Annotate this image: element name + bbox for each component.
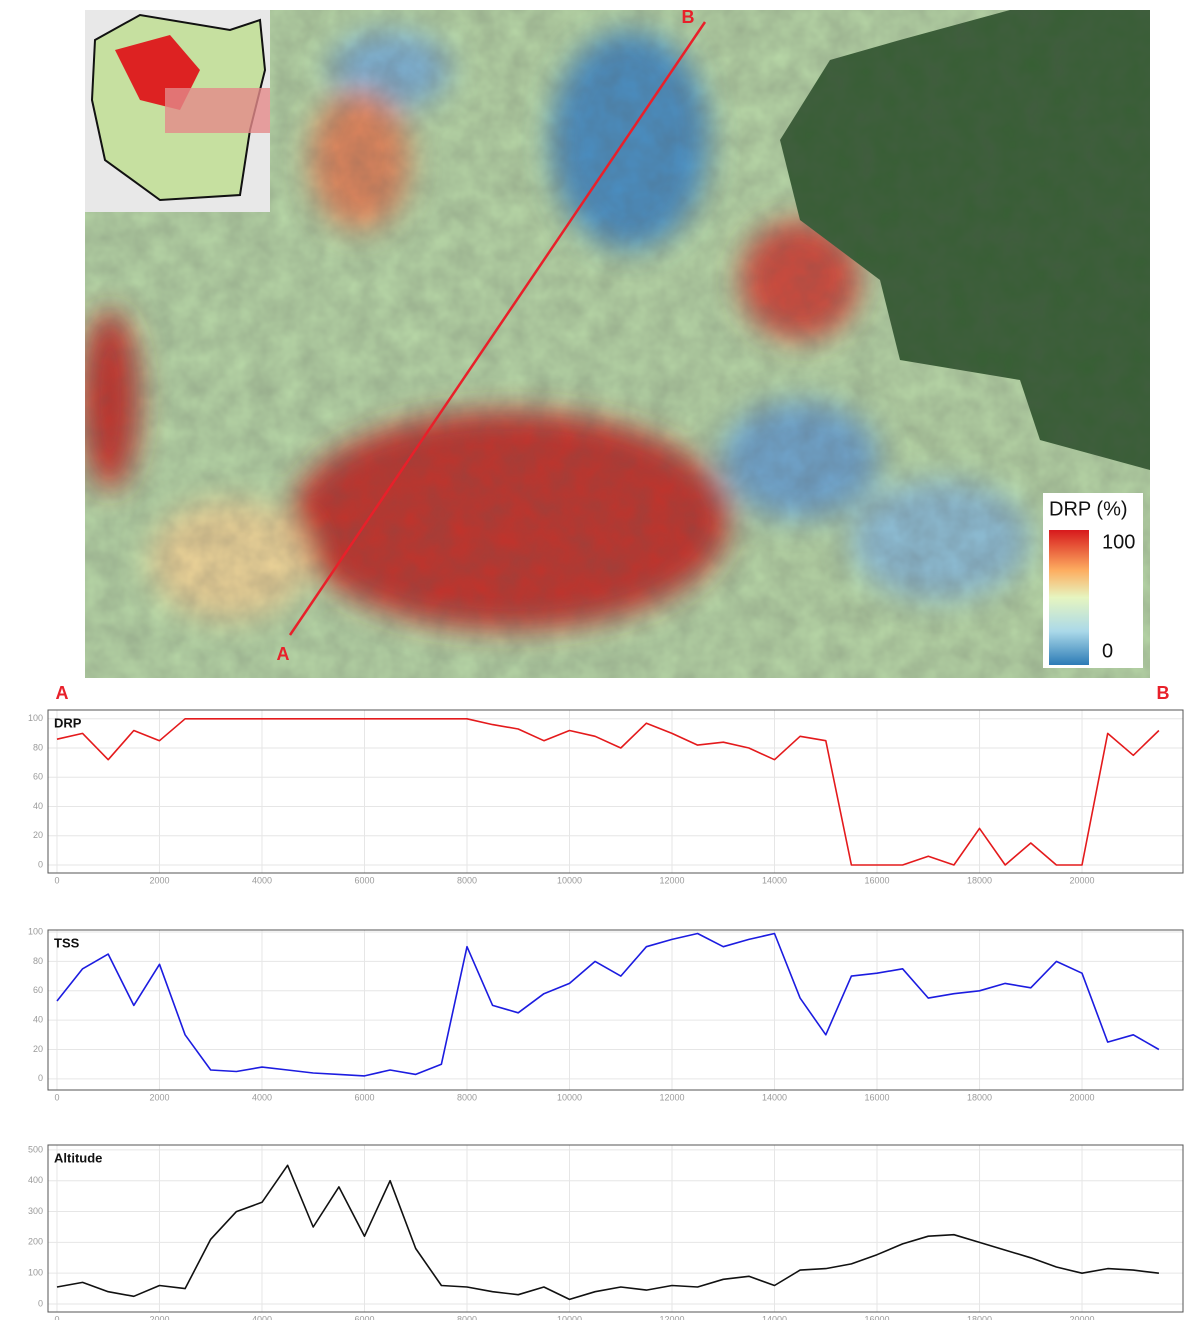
x-tick-label: 18000 bbox=[967, 1092, 992, 1102]
x-tick-label: 4000 bbox=[252, 875, 272, 885]
x-tick-label: 14000 bbox=[762, 1092, 787, 1102]
x-tick-label: 12000 bbox=[659, 875, 684, 885]
y-tick-label: 40 bbox=[33, 1015, 43, 1025]
legend-max: 100 bbox=[1102, 531, 1135, 553]
x-tick-label: 0 bbox=[54, 875, 59, 885]
x-tick-label: 12000 bbox=[659, 1092, 684, 1102]
x-tick-label: 10000 bbox=[557, 1092, 582, 1102]
x-tick-label: 10000 bbox=[557, 875, 582, 885]
legend-min: 0 bbox=[1102, 640, 1113, 662]
chart-title: DRP bbox=[54, 715, 82, 730]
plot-area bbox=[48, 930, 1183, 1090]
x-tick-label: 4000 bbox=[252, 1092, 272, 1102]
x-tick-label: 4000 bbox=[252, 1314, 272, 1320]
x-tick-label: 18000 bbox=[967, 1314, 992, 1320]
y-tick-label: 0 bbox=[38, 859, 43, 869]
x-tick-label: 20000 bbox=[1070, 1314, 1095, 1320]
chart-title: TSS bbox=[54, 935, 80, 950]
y-tick-label: 400 bbox=[28, 1175, 43, 1185]
x-tick-label: 12000 bbox=[659, 1314, 684, 1320]
profile-start: A bbox=[56, 683, 69, 703]
x-tick-label: 0 bbox=[54, 1092, 59, 1102]
plot-area bbox=[48, 1145, 1183, 1312]
x-tick-label: 10000 bbox=[557, 1314, 582, 1320]
y-tick-label: 0 bbox=[38, 1073, 43, 1083]
profile-end: B bbox=[1157, 683, 1170, 703]
x-tick-label: 0 bbox=[54, 1314, 59, 1320]
y-tick-label: 20 bbox=[33, 1044, 43, 1054]
x-tick-label: 2000 bbox=[149, 875, 169, 885]
x-tick-label: 6000 bbox=[354, 1314, 374, 1320]
x-tick-label: 8000 bbox=[457, 1314, 477, 1320]
y-tick-label: 100 bbox=[28, 713, 43, 723]
x-tick-label: 6000 bbox=[354, 875, 374, 885]
plot-area bbox=[48, 710, 1183, 873]
x-tick-label: 14000 bbox=[762, 875, 787, 885]
x-tick-label: 20000 bbox=[1070, 1092, 1095, 1102]
y-tick-label: 300 bbox=[28, 1206, 43, 1216]
x-tick-label: 16000 bbox=[865, 1092, 890, 1102]
y-tick-label: 0 bbox=[38, 1298, 43, 1308]
y-tick-label: 80 bbox=[33, 956, 43, 966]
map bbox=[80, 10, 1150, 678]
figure: A B DRP (%) 100 0 A B 020004000600080001… bbox=[0, 0, 1195, 1320]
x-tick-label: 16000 bbox=[865, 875, 890, 885]
x-tick-label: 16000 bbox=[865, 1314, 890, 1320]
x-tick-label: 18000 bbox=[967, 875, 992, 885]
x-tick-label: 8000 bbox=[457, 875, 477, 885]
x-tick-label: 14000 bbox=[762, 1314, 787, 1320]
legend-ramp bbox=[1049, 530, 1089, 665]
x-tick-label: 6000 bbox=[354, 1092, 374, 1102]
y-tick-label: 200 bbox=[28, 1237, 43, 1247]
point-a: A bbox=[277, 644, 290, 664]
y-tick-label: 60 bbox=[33, 772, 43, 782]
y-tick-label: 500 bbox=[28, 1144, 43, 1154]
y-tick-label: 80 bbox=[33, 742, 43, 752]
page: {"map": {"point_a": "A", "point_b": "B",… bbox=[0, 0, 1195, 1320]
y-tick-label: 100 bbox=[28, 1268, 43, 1278]
x-tick-label: 8000 bbox=[457, 1092, 477, 1102]
x-tick-label: 2000 bbox=[149, 1092, 169, 1102]
y-tick-label: 60 bbox=[33, 985, 43, 995]
y-tick-label: 100 bbox=[28, 926, 43, 936]
y-tick-label: 20 bbox=[33, 830, 43, 840]
chart-title: Altitude bbox=[54, 1150, 102, 1165]
x-tick-label: 2000 bbox=[149, 1314, 169, 1320]
y-tick-label: 40 bbox=[33, 801, 43, 811]
legend-title: DRP (%) bbox=[1049, 498, 1128, 520]
point-b: B bbox=[682, 7, 695, 27]
x-tick-label: 20000 bbox=[1070, 875, 1095, 885]
